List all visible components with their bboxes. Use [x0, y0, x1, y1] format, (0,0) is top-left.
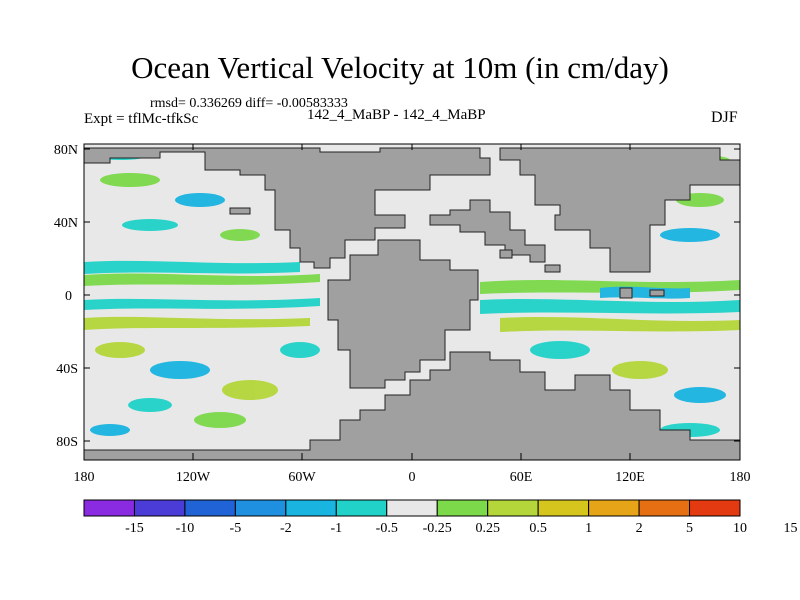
lat-labels: 80N 40N 0 40S 80S: [54, 143, 78, 450]
colorbar-swatch: [285, 499, 337, 517]
colorbar-swatch: [133, 499, 186, 517]
colorbar-swatch: [537, 499, 590, 517]
lon-labels: 180 120W 60W 0 60E 120E 180: [74, 470, 751, 485]
colorbar-label: -5: [230, 521, 242, 536]
colorbar-swatch: [487, 499, 539, 517]
colorbar-label: 5: [686, 521, 693, 536]
colorbar-label: 0.25: [475, 521, 500, 536]
colorbar-label: -15: [125, 521, 144, 536]
colorbar-label: 15: [783, 521, 797, 536]
land-north-america: [83, 147, 491, 269]
land-europe: [429, 199, 546, 263]
lon-label: 180: [74, 470, 95, 485]
colorbar-label: -0.25: [423, 521, 452, 536]
lat-label: 40N: [54, 216, 78, 231]
colorbar-label: 10: [733, 521, 747, 536]
lat-label: 40S: [56, 362, 78, 377]
lon-label: 0: [409, 470, 416, 485]
land-africa: [327, 239, 479, 389]
colorbar-swatch: [184, 499, 236, 517]
colorbar-label: 0.5: [529, 521, 547, 536]
stats-line: rmsd= 0.336269 diff= -0.00583333: [150, 96, 348, 111]
colorbar-label: 2: [636, 521, 643, 536]
experiment-label: Expt = tflMc-tfkSc: [84, 111, 199, 127]
colorbar-label: -0.5: [376, 521, 398, 536]
season-label: DJF: [711, 109, 738, 126]
lat-ticks: [84, 148, 740, 442]
land-islands: [229, 207, 665, 299]
lon-label: 180: [730, 470, 751, 485]
colorbar-swatch: [436, 499, 489, 517]
colorbar-swatch: [588, 499, 640, 517]
colorbar-label: 1: [585, 521, 592, 536]
land-antarctica: [83, 351, 741, 461]
colorbar-label: -10: [176, 521, 195, 536]
colorbar-swatch: [335, 499, 388, 517]
colorbar-swatch: [386, 499, 438, 517]
plot-title: Ocean Vertical Velocity at 10m (in cm/da…: [131, 50, 669, 85]
lon-label: 120E: [615, 470, 645, 485]
lon-label: 120W: [176, 470, 211, 485]
colorbar-label: -1: [330, 521, 342, 536]
colorbar-label: -2: [280, 521, 292, 536]
colorbar-swatch: [83, 499, 135, 517]
lat-label: 0: [65, 289, 72, 304]
lon-ticks: [83, 144, 741, 460]
comparison-label: 142_4_MaBP - 142_4_MaBP: [307, 107, 486, 123]
lon-label: 60E: [510, 470, 533, 485]
lat-label: 80S: [56, 435, 78, 450]
colorbar-swatch: [234, 499, 287, 517]
colorbar: [83, 499, 741, 517]
lon-label: 60W: [288, 470, 316, 485]
colorbar-swatch: [689, 499, 741, 517]
colorbar-swatch: [638, 499, 691, 517]
land-masses: [83, 147, 741, 461]
lat-label: 80N: [54, 143, 78, 158]
colorbar-labels: -15 -10 -5 -2 -1 -0.5 -0.25 0.25 0.5 1 2 5 10 15: [125, 521, 797, 536]
